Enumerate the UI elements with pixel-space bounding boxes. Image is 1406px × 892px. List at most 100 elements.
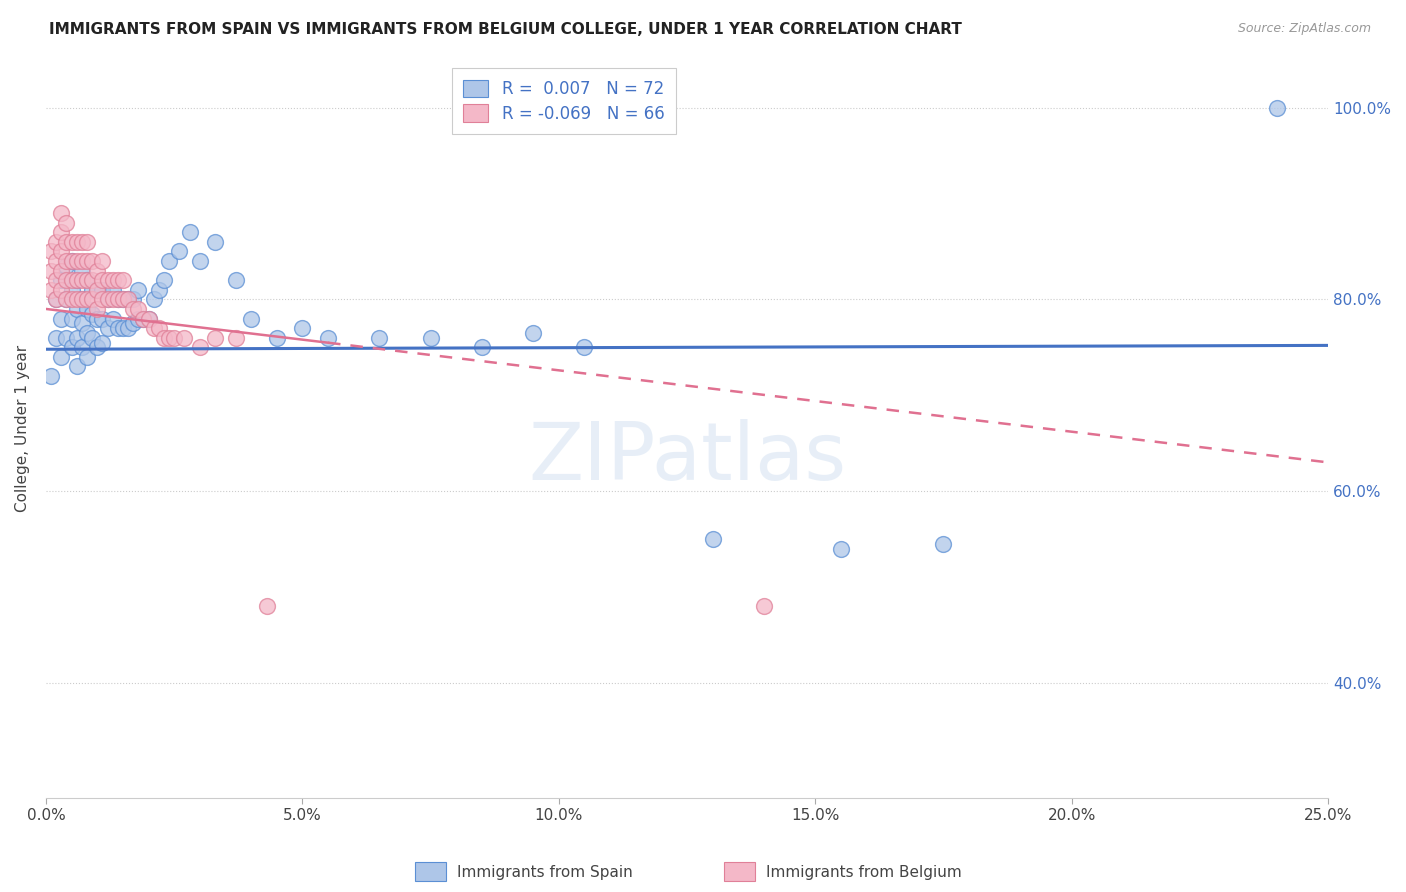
Point <box>96 293 118 307</box>
Point <box>91 283 114 297</box>
Point <box>204 331 226 345</box>
Point <box>153 331 176 345</box>
Point <box>91 335 114 350</box>
Point <box>122 316 145 330</box>
Point <box>148 321 170 335</box>
Point <box>111 273 134 287</box>
Point <box>82 293 104 307</box>
Point <box>70 340 93 354</box>
Point <box>86 311 108 326</box>
Point <box>101 311 124 326</box>
Point <box>60 254 83 268</box>
Point <box>122 293 145 307</box>
Point <box>91 254 114 268</box>
Point <box>66 273 89 287</box>
Point <box>522 326 544 340</box>
Point <box>86 301 108 316</box>
Point <box>51 263 73 277</box>
Text: Source: ZipAtlas.com: Source: ZipAtlas.com <box>1237 22 1371 36</box>
Point <box>96 293 118 307</box>
Point <box>101 273 124 287</box>
Point <box>70 316 93 330</box>
Point <box>86 263 108 277</box>
Point <box>169 244 191 259</box>
Point <box>70 273 93 287</box>
Point <box>91 273 114 287</box>
Point <box>55 293 77 307</box>
Point <box>96 273 118 287</box>
Point <box>225 331 247 345</box>
Point <box>76 350 98 364</box>
Point <box>82 283 104 297</box>
Point <box>107 293 129 307</box>
Text: ZIPatlas: ZIPatlas <box>529 419 846 498</box>
Point <box>91 293 114 307</box>
Point <box>291 321 314 335</box>
Point <box>266 331 288 345</box>
Point <box>138 311 160 326</box>
Point <box>76 293 98 307</box>
Point <box>66 359 89 374</box>
Point <box>107 293 129 307</box>
Point <box>101 283 124 297</box>
Point <box>122 301 145 316</box>
Point <box>66 331 89 345</box>
Point <box>86 283 108 297</box>
Point <box>225 273 247 287</box>
Point <box>157 254 180 268</box>
Point <box>471 340 494 354</box>
Text: Immigrants from Belgium: Immigrants from Belgium <box>766 865 962 880</box>
Point <box>66 273 89 287</box>
Point <box>45 293 67 307</box>
Point <box>45 273 67 287</box>
Point <box>55 331 77 345</box>
Point <box>82 331 104 345</box>
Point <box>204 235 226 249</box>
Point <box>51 225 73 239</box>
Point <box>82 307 104 321</box>
Point <box>574 340 596 354</box>
Point <box>51 273 73 287</box>
Point <box>256 599 278 614</box>
Point <box>70 235 93 249</box>
Point <box>148 283 170 297</box>
Point <box>82 273 104 287</box>
Point <box>127 283 149 297</box>
Point <box>70 293 93 307</box>
Point <box>60 283 83 297</box>
Text: IMMIGRANTS FROM SPAIN VS IMMIGRANTS FROM BELGIUM COLLEGE, UNDER 1 YEAR CORRELATI: IMMIGRANTS FROM SPAIN VS IMMIGRANTS FROM… <box>49 22 962 37</box>
Point <box>66 235 89 249</box>
Text: Immigrants from Spain: Immigrants from Spain <box>457 865 633 880</box>
Point <box>127 311 149 326</box>
Point <box>188 254 211 268</box>
Point <box>60 273 83 287</box>
Point <box>1265 101 1288 115</box>
Point <box>117 321 139 335</box>
Point <box>60 254 83 268</box>
Point <box>55 293 77 307</box>
Point <box>752 599 775 614</box>
Point <box>39 369 62 384</box>
Point <box>86 283 108 297</box>
Point <box>111 293 134 307</box>
Point <box>153 273 176 287</box>
Point <box>107 273 129 287</box>
Point <box>76 326 98 340</box>
Point <box>117 293 139 307</box>
Point <box>66 301 89 316</box>
Point <box>419 331 441 345</box>
Point <box>111 293 134 307</box>
Legend: R =  0.007   N = 72, R = -0.069   N = 66: R = 0.007 N = 72, R = -0.069 N = 66 <box>451 68 676 135</box>
Point <box>830 541 852 556</box>
Point <box>240 311 263 326</box>
Point <box>55 259 77 273</box>
Point <box>107 321 129 335</box>
Point <box>55 216 77 230</box>
Point <box>76 254 98 268</box>
Point <box>142 321 165 335</box>
Point <box>86 340 108 354</box>
Point <box>142 293 165 307</box>
Point <box>76 273 98 287</box>
Point <box>60 311 83 326</box>
Point <box>70 293 93 307</box>
